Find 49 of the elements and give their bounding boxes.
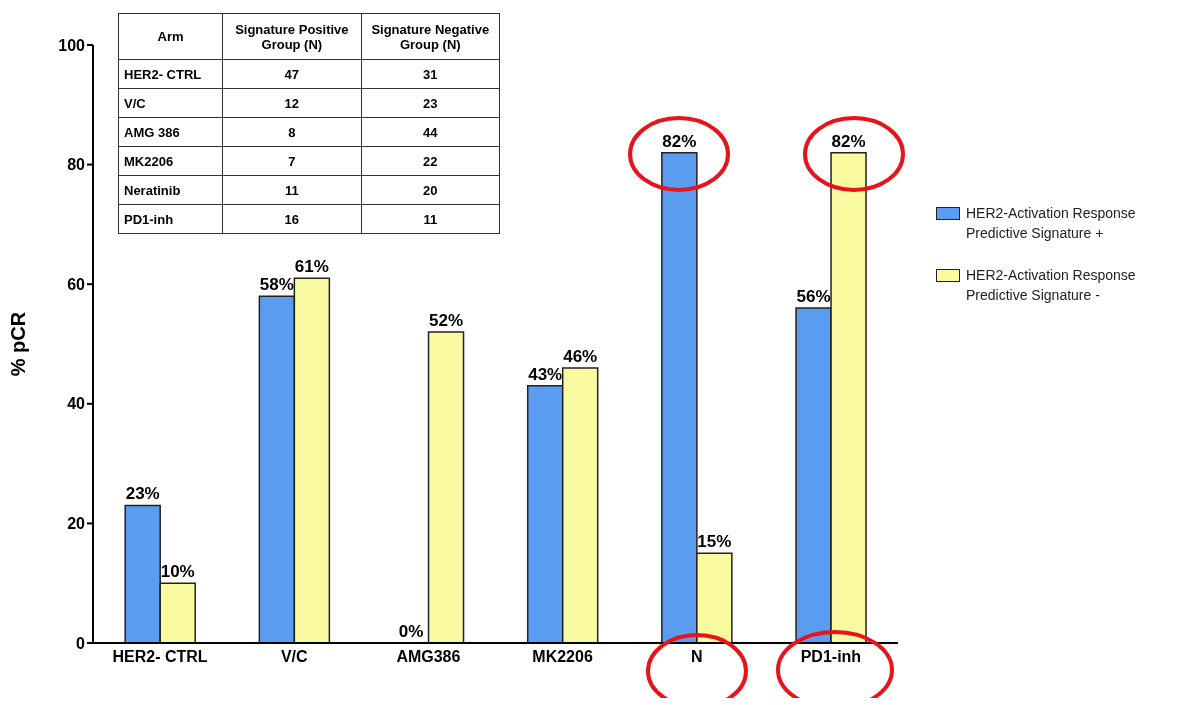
- data-label: 82%: [662, 131, 697, 151]
- annotation: Signature Negative Group (N): [361, 13, 500, 60]
- y-tick-label: 80: [67, 156, 86, 174]
- annotation: 44: [361, 117, 500, 147]
- bar: [427, 331, 465, 643]
- legend-label: HER2-Activation Response Predictive Signature -: [966, 266, 1137, 305]
- annotation: V/C: [118, 88, 223, 118]
- annotation: 11: [361, 204, 500, 234]
- data-label: 56%: [796, 287, 831, 307]
- x-tick-label: MK2206: [532, 648, 593, 666]
- annotation: PD1-inh: [118, 204, 223, 234]
- annotation: MK2206: [118, 146, 223, 176]
- x-tick-label: HER2- CTRL: [112, 648, 208, 666]
- data-label: 23%: [125, 484, 160, 504]
- annotation: 11: [222, 175, 362, 205]
- annotation: Neratinib: [118, 175, 223, 205]
- x-tick-label: PD1-inh: [800, 648, 862, 666]
- annotation: 23: [361, 88, 500, 118]
- data-label: 10%: [160, 562, 195, 582]
- y-axis-title: % pCR: [7, 311, 30, 377]
- annotation: 22: [361, 146, 500, 176]
- annotation: AMG 386: [118, 117, 223, 147]
- data-label: 52%: [429, 311, 464, 331]
- annotation: 7: [222, 146, 362, 176]
- annotation: 12: [222, 88, 362, 118]
- data-label: 46%: [563, 346, 598, 366]
- data-label: 43%: [528, 364, 563, 384]
- data-label: 0%: [398, 621, 424, 641]
- data-label: 15%: [697, 532, 732, 552]
- y-tick-label: 0: [76, 634, 86, 652]
- annotation: 31: [361, 59, 500, 89]
- annotation: 8: [222, 117, 362, 147]
- legend-label: HER2-Activation Response Predictive Signature +: [966, 204, 1137, 243]
- y-tick-label: 20: [67, 515, 86, 533]
- y-tick-label: 60: [67, 275, 86, 293]
- data-label: 61%: [294, 257, 329, 277]
- y-tick-label: 40: [67, 395, 86, 413]
- annotation: HER2- CTRL: [118, 59, 223, 89]
- x-tick-label: AMG386: [396, 648, 461, 666]
- annotation: 20: [361, 175, 500, 205]
- annotation: Signature Positive Group (N): [222, 13, 362, 60]
- data-label: 58%: [259, 275, 294, 295]
- annotation: 16: [222, 204, 362, 234]
- data-label: 82%: [831, 131, 866, 151]
- x-tick-label: V/C: [280, 648, 309, 666]
- y-tick-label: 100: [58, 36, 86, 54]
- text: Arm: [118, 13, 223, 60]
- annotation: 47: [222, 59, 362, 89]
- x-tick-label: N: [690, 648, 703, 666]
